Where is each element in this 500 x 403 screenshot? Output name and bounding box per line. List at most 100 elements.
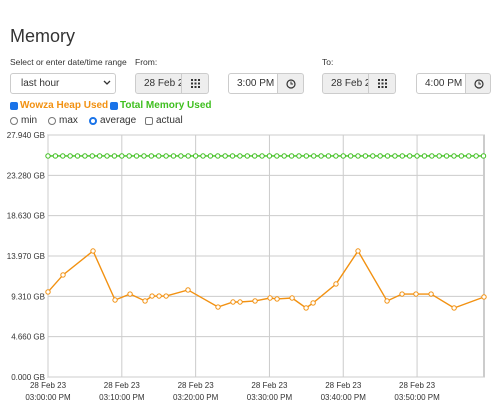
data-point	[466, 153, 472, 159]
data-point	[237, 299, 243, 305]
data-point	[384, 298, 390, 304]
from-time[interactable]: 3:00 PM	[228, 73, 278, 94]
data-point	[377, 153, 383, 159]
data-point	[481, 294, 487, 300]
data-point	[274, 296, 280, 302]
data-point	[163, 293, 169, 299]
data-point	[185, 153, 191, 159]
x-tick-label: 28 Feb 23 03:00:00 PM	[25, 381, 71, 402]
data-point	[207, 153, 214, 159]
x-tick-label: 28 Feb 23 03:50:00 PM	[394, 381, 440, 402]
radio[interactable]	[89, 117, 97, 125]
data-point	[185, 287, 191, 293]
data-point	[325, 153, 332, 159]
data-point	[392, 153, 398, 159]
preset-value: last hour	[21, 78, 60, 89]
data-point	[192, 153, 199, 159]
data-point	[60, 153, 66, 159]
clock-button[interactable]	[465, 73, 491, 94]
data-point	[428, 291, 434, 297]
range-label: Select or enter date/time range	[10, 57, 127, 67]
data-point	[67, 153, 73, 159]
data-point	[436, 153, 442, 159]
legend-checkbox[interactable]	[110, 102, 118, 110]
data-point	[406, 153, 413, 159]
clock-icon	[286, 79, 296, 89]
checkbox[interactable]	[145, 117, 153, 125]
data-point	[244, 153, 251, 159]
data-point	[296, 153, 302, 159]
data-point	[266, 153, 273, 159]
mode-label: max	[59, 115, 78, 126]
y-tick-label: 27.940 GB	[7, 131, 45, 140]
data-point	[267, 295, 273, 301]
data-point	[480, 153, 487, 159]
preset-select[interactable]: last hour	[10, 73, 116, 94]
data-point	[259, 153, 265, 159]
y-tick-label: 9.310 GB	[11, 292, 45, 301]
data-point	[311, 153, 317, 159]
data-point	[289, 295, 295, 301]
y-tick-label: 4.660 GB	[11, 333, 45, 342]
data-point	[414, 153, 420, 159]
data-point	[318, 153, 324, 159]
data-point	[149, 293, 155, 299]
clock-icon	[474, 79, 484, 89]
data-point	[252, 298, 258, 304]
data-point	[89, 153, 95, 159]
data-point	[303, 153, 310, 159]
data-point	[355, 248, 361, 254]
data-point	[355, 153, 361, 159]
data-point	[370, 153, 376, 159]
y-tick-label: 0.000 GB	[11, 373, 45, 382]
data-point	[112, 297, 118, 303]
x-tick-label: 28 Feb 23 03:30:00 PM	[247, 381, 293, 402]
data-point	[237, 153, 243, 159]
data-point	[142, 298, 148, 304]
from-date[interactable]: 28 Feb 2	[135, 73, 182, 94]
data-point	[310, 300, 316, 306]
data-point	[451, 305, 457, 311]
data-point	[421, 153, 428, 159]
legend-checkbox[interactable]	[10, 102, 18, 110]
data-point	[362, 153, 369, 159]
data-point	[148, 153, 155, 159]
from-label: From:	[135, 57, 158, 67]
data-point	[443, 153, 450, 159]
radio[interactable]	[10, 117, 18, 125]
data-point	[96, 153, 103, 159]
data-point	[111, 153, 118, 159]
data-point	[413, 291, 419, 297]
data-point	[156, 293, 162, 299]
data-point	[288, 153, 295, 159]
clock-button[interactable]	[277, 73, 304, 94]
legend-label: Total Memory Used	[120, 100, 212, 111]
data-point	[229, 153, 236, 159]
page-title: Memory	[10, 26, 76, 46]
data-point	[458, 153, 465, 159]
calendar-button[interactable]	[368, 73, 396, 94]
x-tick-label: 28 Feb 23 03:40:00 PM	[321, 381, 367, 402]
data-point	[133, 153, 140, 159]
data-point	[451, 153, 457, 159]
radio[interactable]	[48, 117, 56, 125]
data-point	[340, 153, 346, 159]
data-point	[303, 305, 309, 311]
data-point	[222, 153, 228, 159]
data-point	[156, 153, 162, 159]
chart: 0.000 GB 4.660 GB 9.310 GB 13.970 GB 18.630 …	[7, 131, 487, 402]
data-point	[274, 153, 280, 159]
data-point	[429, 153, 435, 159]
to-date[interactable]: 28 Feb 2	[322, 73, 369, 94]
calendar-button[interactable]	[181, 73, 209, 94]
x-tick-label: 28 Feb 23 03:10:00 PM	[99, 381, 145, 402]
to-time[interactable]: 4:00 PM	[416, 73, 466, 94]
data-point	[333, 281, 339, 287]
data-point	[126, 153, 132, 159]
select-arrow	[103, 80, 111, 85]
data-point	[90, 248, 96, 254]
x-tick-label: 28 Feb 23 03:20:00 PM	[173, 381, 219, 402]
data-point	[45, 153, 51, 159]
data-point	[170, 153, 177, 159]
